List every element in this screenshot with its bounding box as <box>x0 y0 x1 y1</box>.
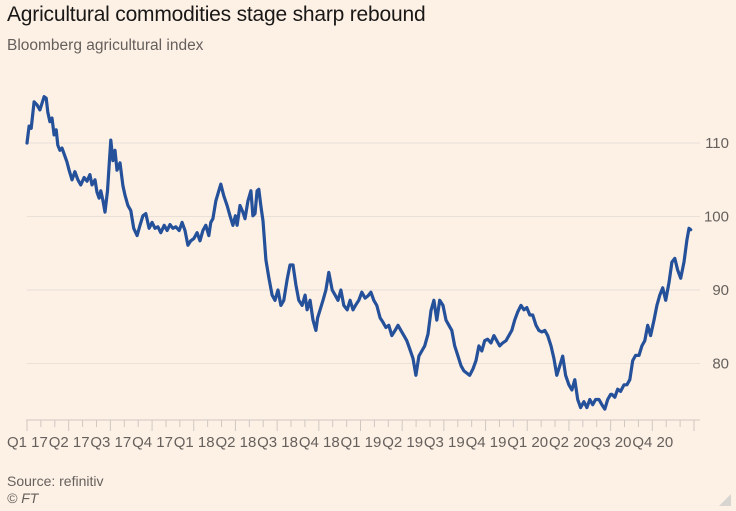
resize-handle-icon[interactable] <box>719 494 731 506</box>
x-tick-label: Q4 17 <box>132 434 173 451</box>
chart-title: Agricultural commodities stage sharp reb… <box>7 3 426 26</box>
y-tick-label: 100 <box>704 209 729 226</box>
x-tick-label: Q4 18 <box>299 434 340 451</box>
x-tick-label: Q3 20 <box>591 434 632 451</box>
x-tick-label: Q3 18 <box>257 434 298 451</box>
gridlines <box>27 142 700 364</box>
series-layer <box>25 95 693 411</box>
x-tick-label: Q2 20 <box>549 434 590 451</box>
x-tick-label: Q3 17 <box>90 434 131 451</box>
x-tick-label: Q4 19 <box>466 434 507 451</box>
x-tick-label: Q3 19 <box>424 434 465 451</box>
x-tick-label: Q1 20 <box>507 434 548 451</box>
source-note: Source: refinitiv <box>7 473 104 489</box>
x-tick-label: Q1 19 <box>341 434 382 451</box>
chart-subtitle: Bloomberg agricultural index <box>7 37 204 54</box>
x-tick-label: Q2 19 <box>382 434 423 451</box>
x-tick-label: Q1 18 <box>174 434 215 451</box>
x-tick-label: Q2 18 <box>215 434 256 451</box>
copyright-note: © FT <box>7 490 39 506</box>
x-tick-label: Q2 17 <box>49 434 90 451</box>
series-line-bloomberg-agricultural-index <box>25 95 693 411</box>
y-tick-label: 90 <box>712 282 729 299</box>
x-tick-label: Q4 20 <box>632 434 673 451</box>
x-tick-label: Q1 17 <box>7 434 48 451</box>
y-tick-label: 80 <box>712 356 729 373</box>
x-axis: Q1 17 Q2 17 Q3 17 Q4 17 Q1 18 Q2 18 Q3 18 Q4 18… <box>7 419 700 451</box>
y-tick-label: 110 <box>705 135 729 152</box>
y-axis: 80 90 100 110 <box>704 135 729 373</box>
